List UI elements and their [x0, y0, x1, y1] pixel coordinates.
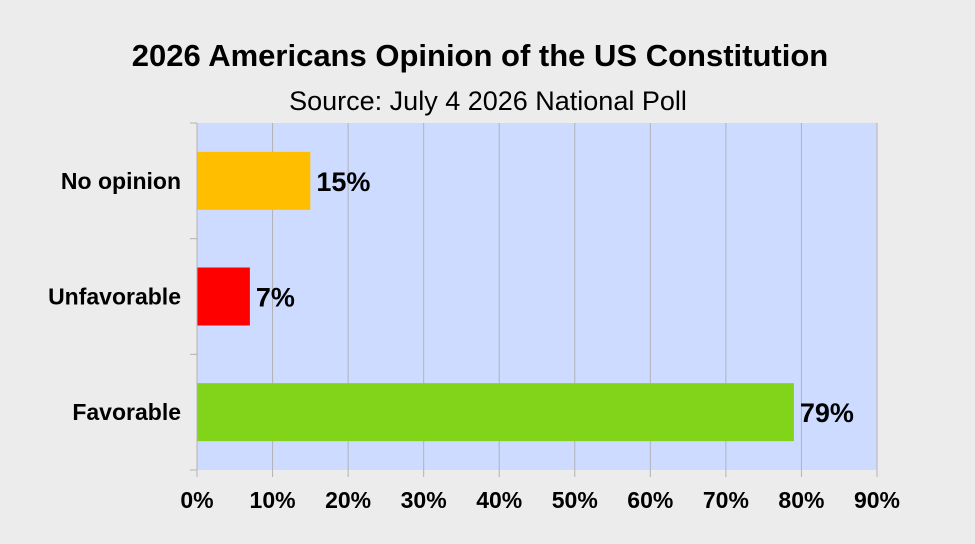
axes — [190, 122, 878, 477]
x-tick-label: 40% — [476, 487, 522, 513]
x-tick-label: 30% — [401, 487, 447, 513]
bar — [197, 267, 250, 326]
category-label: No opinion — [61, 168, 181, 194]
x-tick-label: 60% — [627, 487, 673, 513]
x-tick-label: 50% — [552, 487, 598, 513]
labels: 0% 10% 20% 30% 40% 50% 60% 70% 80% 90% No opinion 1… — [48, 167, 900, 513]
data-label: 7% — [256, 283, 295, 313]
data-label: 15% — [316, 167, 370, 197]
chart-title: 2026 Americans Opinion of the US Constit… — [132, 38, 828, 73]
x-tick-label: 10% — [250, 487, 296, 513]
category-label: Unfavorable — [48, 284, 181, 310]
bars — [197, 151, 794, 442]
x-tick-label: 20% — [325, 487, 371, 513]
x-tick-label: 80% — [778, 487, 824, 513]
data-label: 79% — [800, 398, 854, 428]
chart-subtitle: Source: July 4 2026 National Poll — [289, 86, 687, 116]
category-label: Favorable — [72, 399, 181, 425]
bar — [197, 151, 311, 210]
x-tick-label: 90% — [854, 487, 900, 513]
bar — [197, 383, 794, 442]
x-tick-label: 70% — [703, 487, 749, 513]
x-tick-label: 0% — [180, 487, 213, 513]
